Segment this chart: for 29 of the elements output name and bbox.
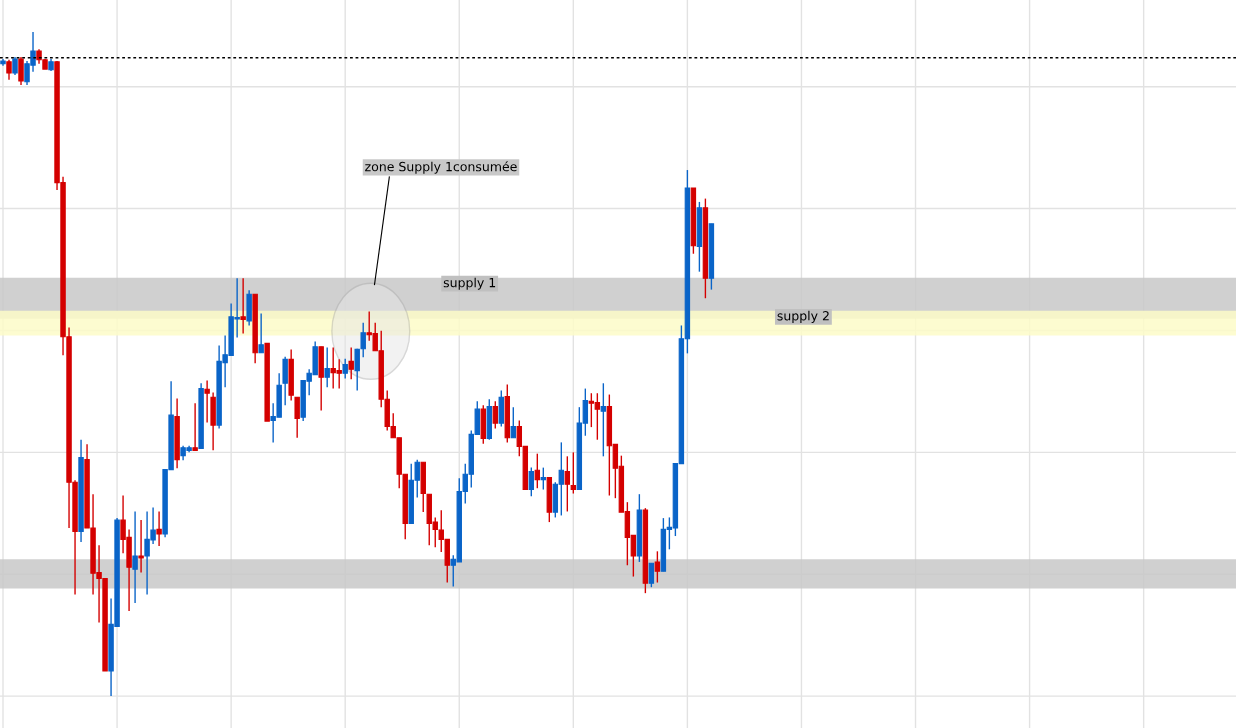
- candlestick: [648, 562, 655, 588]
- candlestick: [324, 346, 330, 388]
- candlestick: [510, 406, 517, 439]
- candlestick: [240, 277, 246, 335]
- candlestick: [138, 519, 144, 574]
- band-label: supply 1: [443, 277, 496, 290]
- candlestick: [342, 357, 348, 380]
- candlestick: [156, 510, 162, 547]
- candlestick: [204, 379, 210, 424]
- candlestick: [564, 455, 571, 513]
- candlestick: [282, 355, 288, 406]
- candlestick: [192, 402, 198, 452]
- candlestick: [6, 59, 12, 81]
- band-label: supply 2: [777, 310, 829, 323]
- candlestick: [570, 451, 577, 495]
- candlestick: [18, 56, 24, 86]
- annotation: zone Supply 1consumée: [365, 161, 517, 174]
- candlestick: [528, 466, 535, 497]
- candlestick: [534, 452, 541, 489]
- candlestick: [600, 382, 607, 458]
- candlestick: [492, 400, 498, 430]
- candlestick: [540, 466, 547, 491]
- candlestick: [258, 312, 264, 354]
- candlestick: [354, 348, 360, 392]
- candlestick: [294, 396, 300, 439]
- candlestick: [360, 322, 366, 359]
- candlestick: [654, 550, 661, 584]
- candlestick: [348, 346, 354, 380]
- candlestick: [132, 510, 138, 604]
